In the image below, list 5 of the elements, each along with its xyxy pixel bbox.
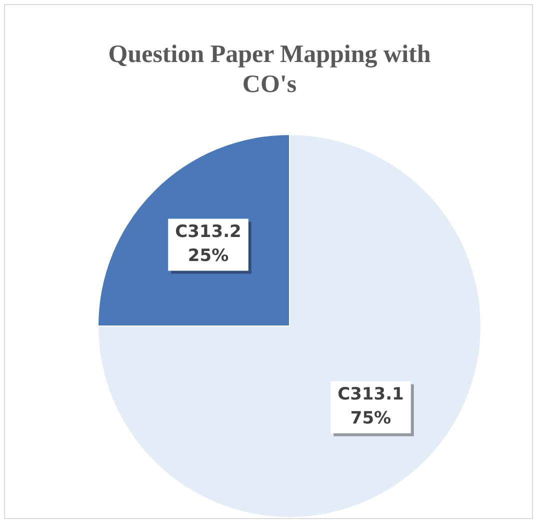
slice-label: C313.1 xyxy=(338,384,404,405)
data-label: 25% xyxy=(188,246,229,266)
data-label: 75% xyxy=(350,408,392,429)
chart-title: Question Paper Mapping with CO's xyxy=(107,40,432,100)
slice-label: C313.2 xyxy=(175,222,242,242)
